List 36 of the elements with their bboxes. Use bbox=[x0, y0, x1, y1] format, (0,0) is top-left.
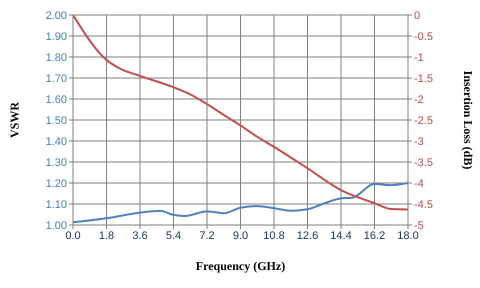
y2-tick-label: -4.5 bbox=[414, 198, 433, 211]
x-tick-label: 10.8 bbox=[263, 230, 285, 242]
y2-tick-label: -5 bbox=[414, 220, 424, 232]
x-tick-label: 16.2 bbox=[364, 230, 386, 242]
x-tick-label: 3.6 bbox=[132, 230, 148, 242]
y2-tick-label: -3 bbox=[414, 136, 424, 148]
x-tick-label: 5.4 bbox=[166, 230, 182, 242]
y-tick-label: 1.50 bbox=[46, 114, 67, 127]
x-tick-label: 12.6 bbox=[296, 230, 318, 242]
y2-tick-label: -1.5 bbox=[414, 72, 433, 85]
x-tick-label: 9.0 bbox=[232, 230, 248, 242]
y-axis-title: VSWR bbox=[7, 102, 22, 138]
y2-tick-label: -1 bbox=[414, 52, 424, 64]
x-axis-title: Frequency (GHz) bbox=[196, 259, 286, 273]
y-tick-label: 2.00 bbox=[46, 10, 67, 22]
x-tick-label: 1.8 bbox=[98, 230, 114, 242]
x-tick-label: 18.0 bbox=[397, 230, 419, 242]
y-tick-label: 1.60 bbox=[46, 94, 67, 106]
y-tick-label: 1.20 bbox=[46, 178, 67, 190]
y2-tick-label: -2.5 bbox=[414, 114, 433, 127]
x-tick-label: 7.2 bbox=[199, 230, 215, 242]
y2-axis-title: Insertion Loss (dB) bbox=[460, 70, 475, 170]
y-tick-label: 1.80 bbox=[46, 52, 67, 64]
y-tick-label: 1.30 bbox=[46, 156, 67, 169]
y-tick-label: 1.90 bbox=[46, 30, 67, 43]
x-tick-label: 0.0 bbox=[65, 230, 81, 242]
y2-tick-label: 0 bbox=[414, 10, 420, 22]
y-tick-label: 1.00 bbox=[46, 220, 67, 232]
y2-tick-label: -3.5 bbox=[414, 156, 433, 169]
y-tick-label: 1.10 bbox=[46, 198, 67, 211]
y-tick-label: 1.40 bbox=[46, 136, 67, 148]
y2-tick-label: -2 bbox=[414, 94, 424, 106]
y-tick-label: 1.70 bbox=[46, 72, 67, 85]
y2-tick-label: -0.5 bbox=[414, 30, 433, 43]
x-tick-label: 14.4 bbox=[330, 230, 352, 242]
y2-tick-label: -4 bbox=[414, 178, 424, 190]
